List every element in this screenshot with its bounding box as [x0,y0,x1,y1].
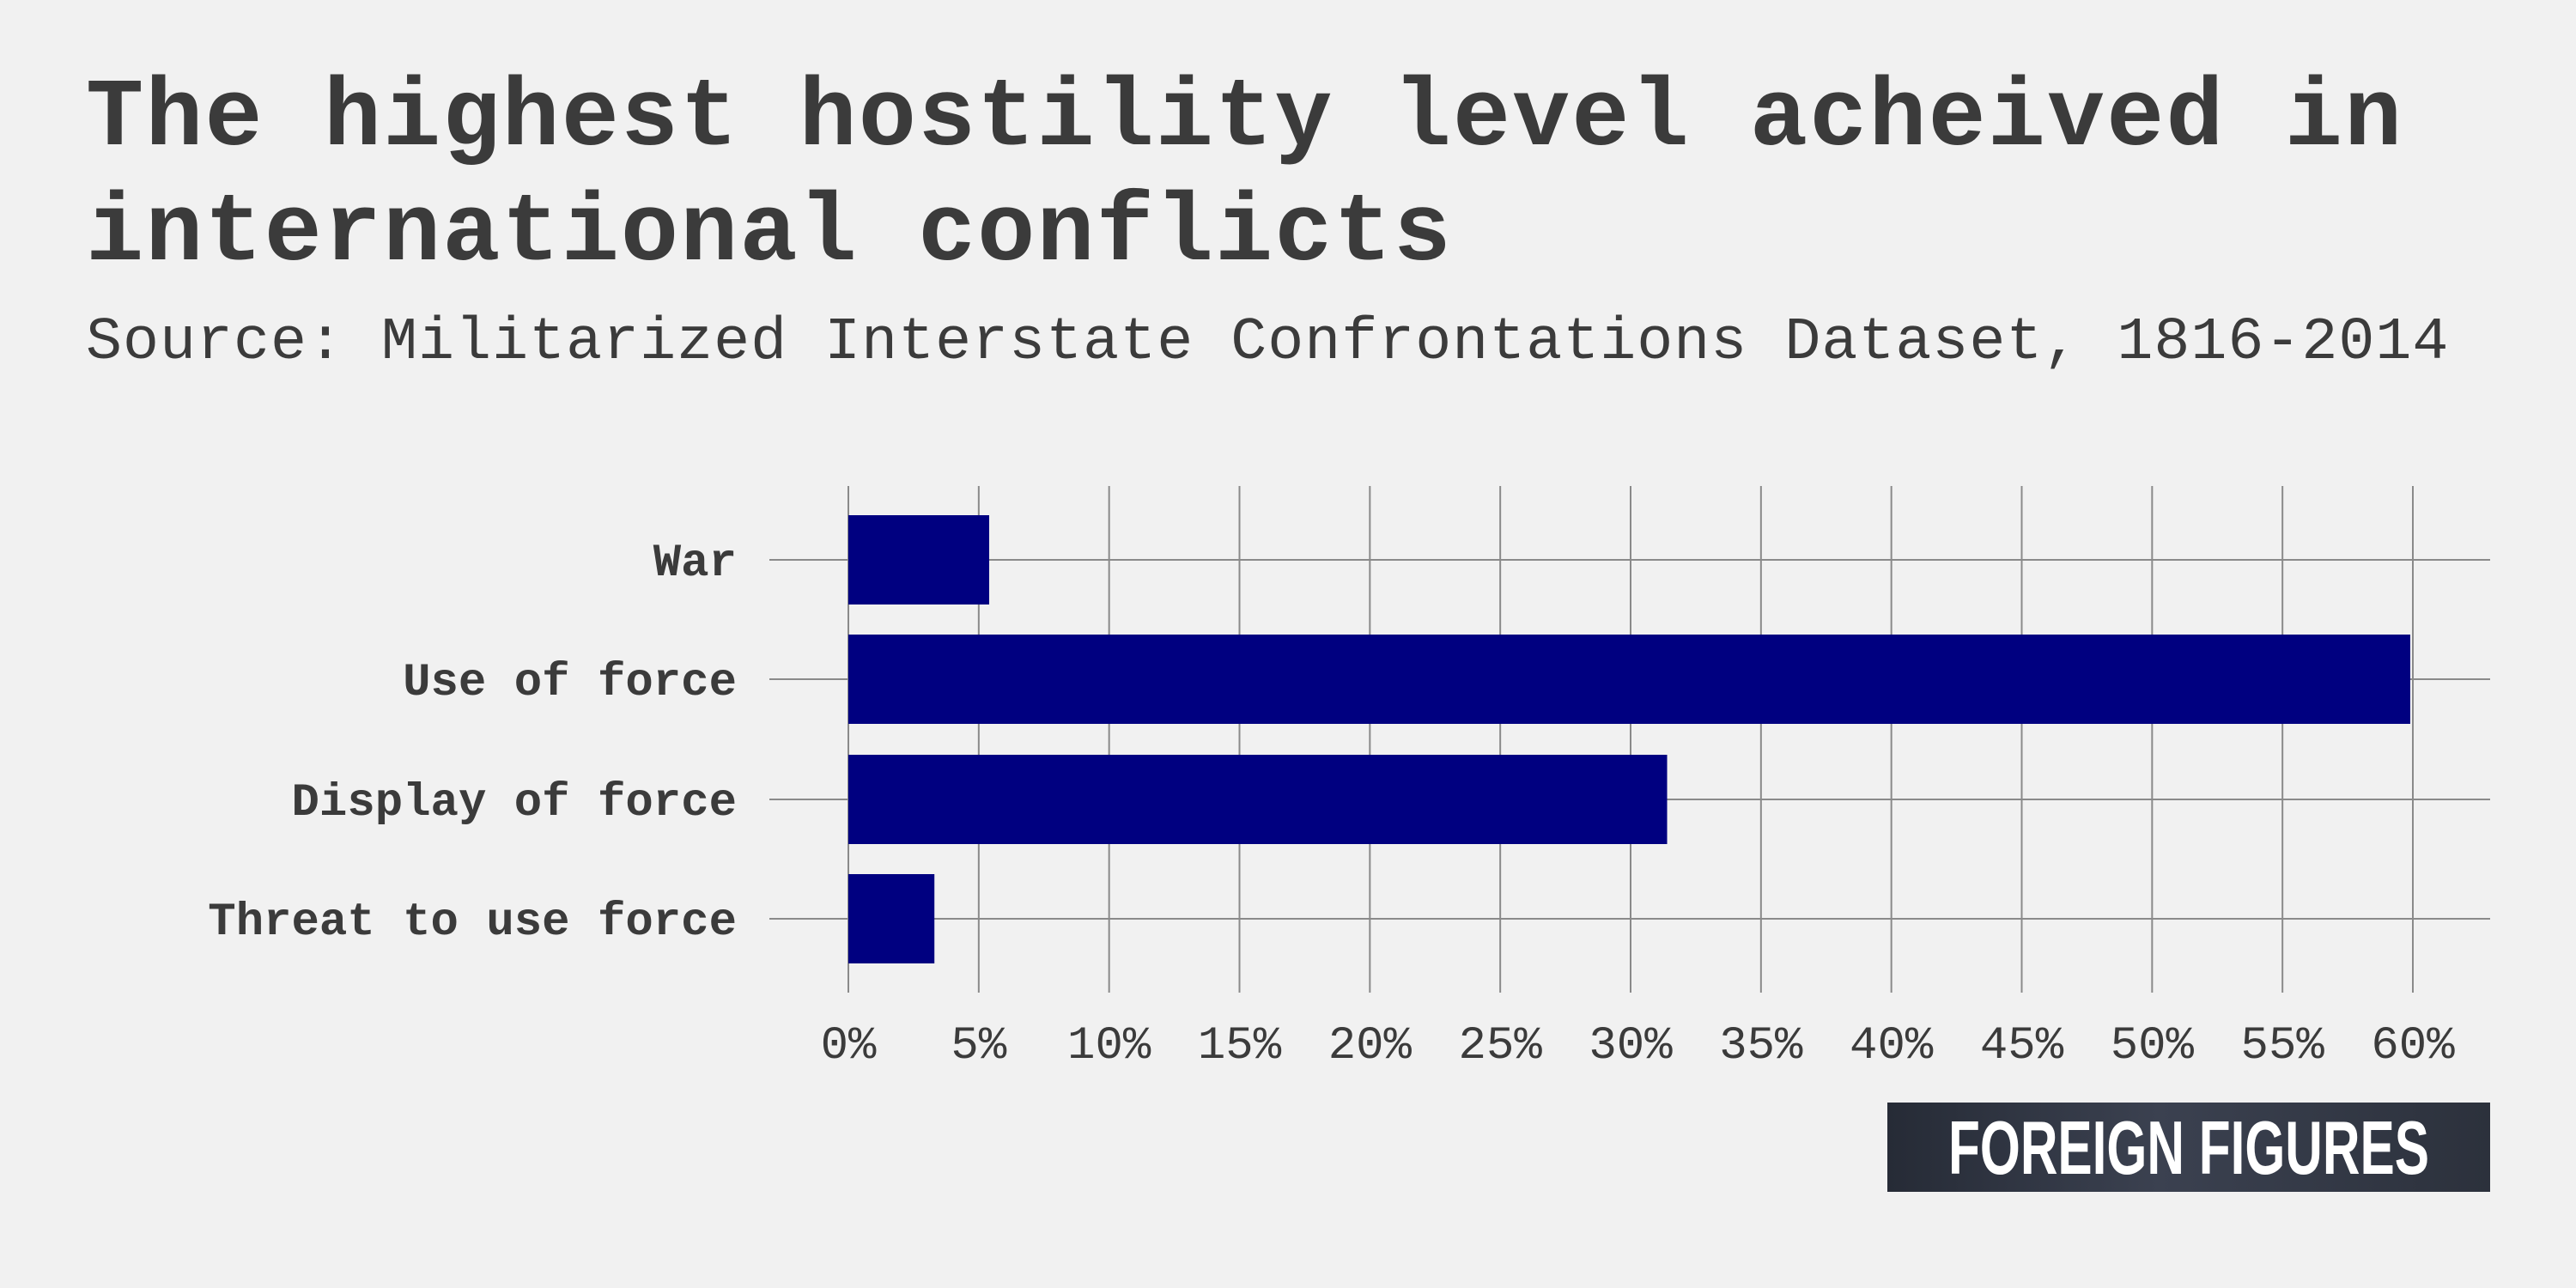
chart-subtitle: Source: Militarized Interstate Confronta… [86,309,2450,377]
tick-label-5: 25% [1459,1020,1543,1072]
category-label-1: Use of force [403,657,737,709]
tick-label-10: 50% [2111,1020,2195,1072]
tick-label-8: 40% [1850,1020,1934,1072]
tick-label-0: 0% [821,1020,877,1072]
bar-2 [848,755,1668,844]
tick-label-1: 5% [951,1020,1006,1072]
category-label-0: War [653,538,737,590]
tick-label-9: 45% [1980,1020,2064,1072]
category-labels: War Use of force Display of force Threat to… [208,538,737,949]
logo-text: FOREIGN FIGURES [1948,1106,2429,1188]
tick-label-3: 15% [1198,1020,1282,1072]
bar-0 [848,515,989,605]
bar-3 [848,874,935,963]
tick-label-11: 55% [2241,1020,2325,1072]
grid-lines [769,486,2490,993]
bars [848,515,2410,963]
bar-1 [848,635,2410,724]
tick-label-7: 35% [1719,1020,1803,1072]
chart-title: The highest hostility level acheived in … [86,64,2404,289]
category-label-2: Display of force [292,777,737,829]
tick-label-12: 60% [2371,1020,2455,1072]
x-tick-labels: 0% 5% 10% 15% 20% 25% 30% 35% 40% 45% 50% 55% 60% [821,1020,2456,1072]
bar-chart: War Use of force Display of force Threat to… [208,486,2490,1072]
category-label-3: Threat to use force [208,896,737,949]
tick-label-6: 30% [1589,1020,1673,1072]
tick-label-4: 20% [1328,1020,1413,1072]
tick-label-2: 10% [1067,1020,1151,1072]
foreign-figures-logo: FOREIGN FIGURES [1887,1103,2490,1192]
